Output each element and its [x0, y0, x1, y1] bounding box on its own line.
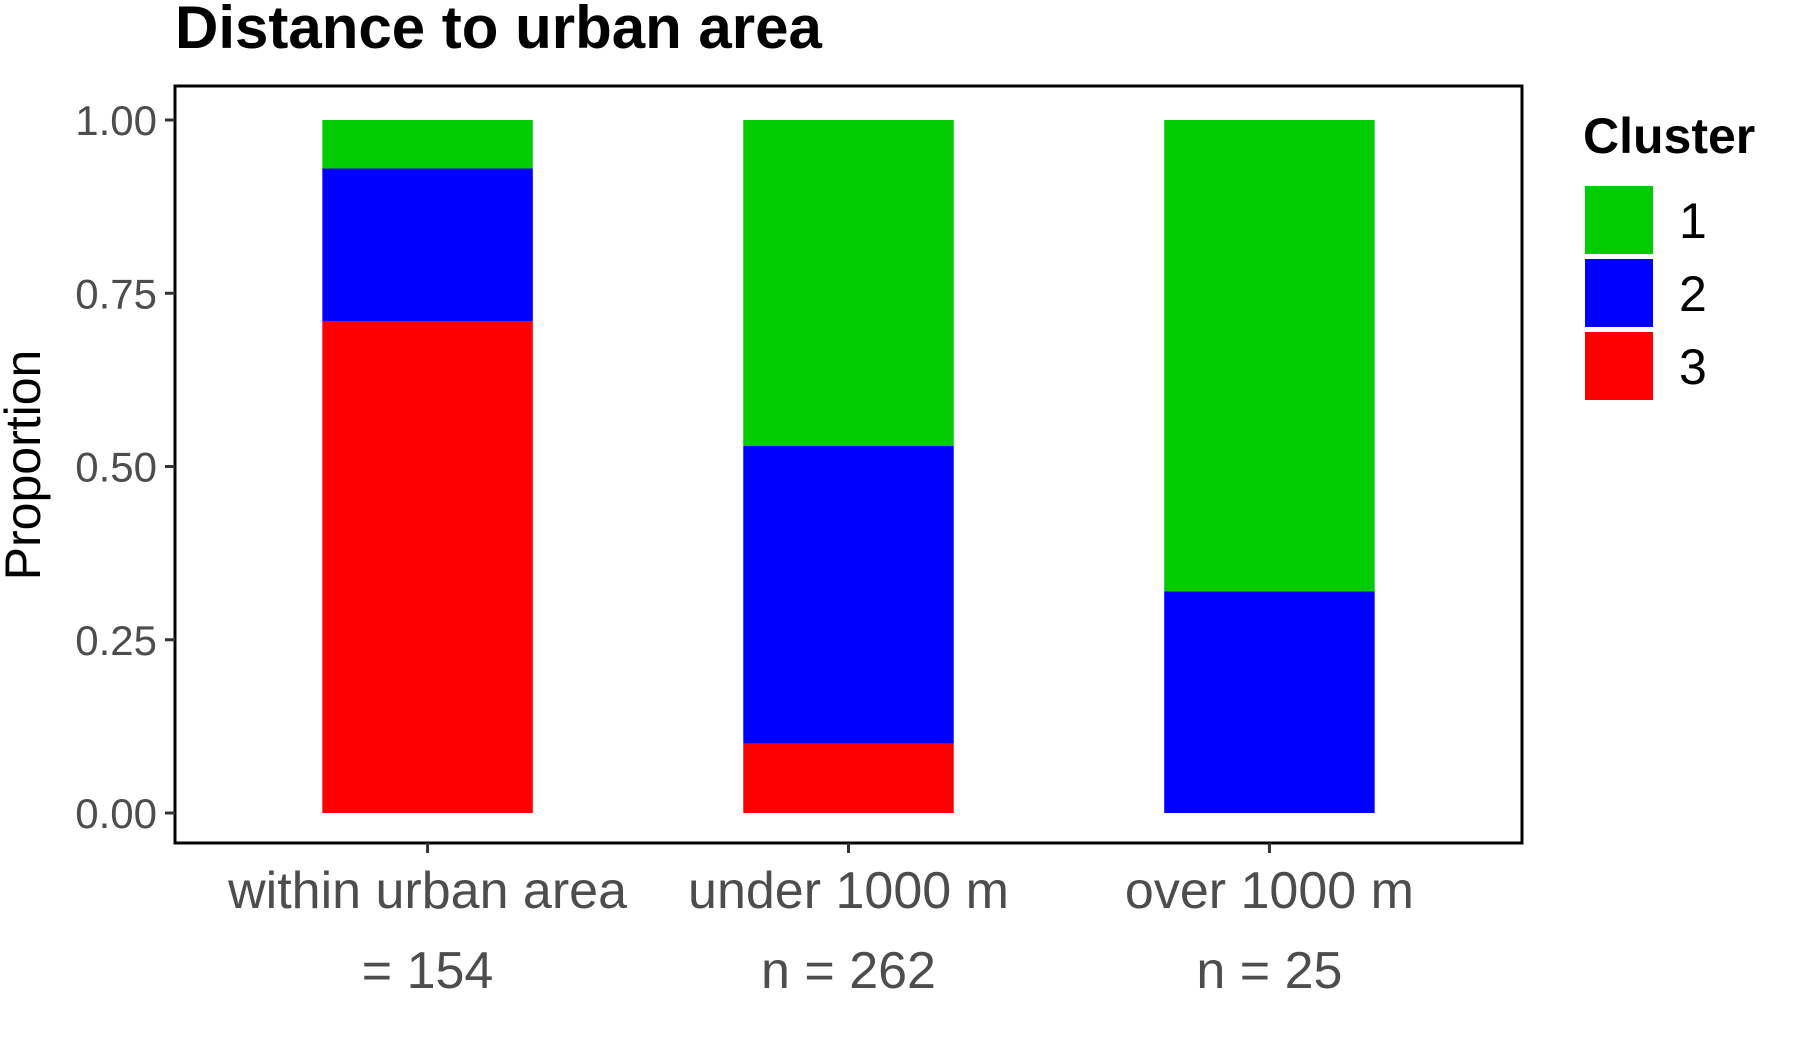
bar-segment [322, 168, 533, 321]
legend-label: 3 [1679, 339, 1707, 395]
bar-segment [322, 320, 533, 813]
chart-title: Distance to urban area [175, 0, 823, 61]
legend-title: Cluster [1583, 108, 1755, 164]
y-tick-label: 0.50 [75, 444, 157, 491]
y-tick-label: 0.25 [75, 617, 157, 664]
legend-key [1585, 186, 1653, 254]
x-tick-sublabel: n = 262 [761, 942, 936, 1000]
y-axis-title: Proportion [0, 350, 51, 581]
bar-segment [743, 445, 954, 744]
y-tick-label: 1.00 [75, 97, 157, 144]
x-tick-label: under 1000 m [688, 862, 1009, 920]
y-tick-label: 0.75 [75, 270, 157, 317]
legend-label: 2 [1679, 266, 1707, 322]
y-axis: 0.00 0.25 0.50 0.75 1.00 [75, 97, 175, 837]
bar-segment [1164, 591, 1375, 813]
legend-key [1585, 259, 1653, 327]
bar-segment [743, 743, 954, 813]
x-tick-sublabel: n = 25 [1196, 942, 1342, 1000]
bar-segment [322, 120, 533, 169]
x-tick-sublabel: = 154 [362, 942, 494, 1000]
y-tick-label: 0.00 [75, 790, 157, 837]
x-tick-label: within urban area [227, 862, 627, 920]
x-axis: within urban area = 154 under 1000 m n = 26… [227, 843, 1414, 1000]
x-tick-label: over 1000 m [1125, 862, 1414, 920]
bar-segment [743, 120, 954, 446]
bars-layer [322, 120, 1375, 813]
bar-segment [1164, 120, 1375, 592]
legend-key [1585, 332, 1653, 400]
legend: 1 2 3 [1585, 186, 1707, 400]
legend-label: 1 [1679, 193, 1707, 249]
